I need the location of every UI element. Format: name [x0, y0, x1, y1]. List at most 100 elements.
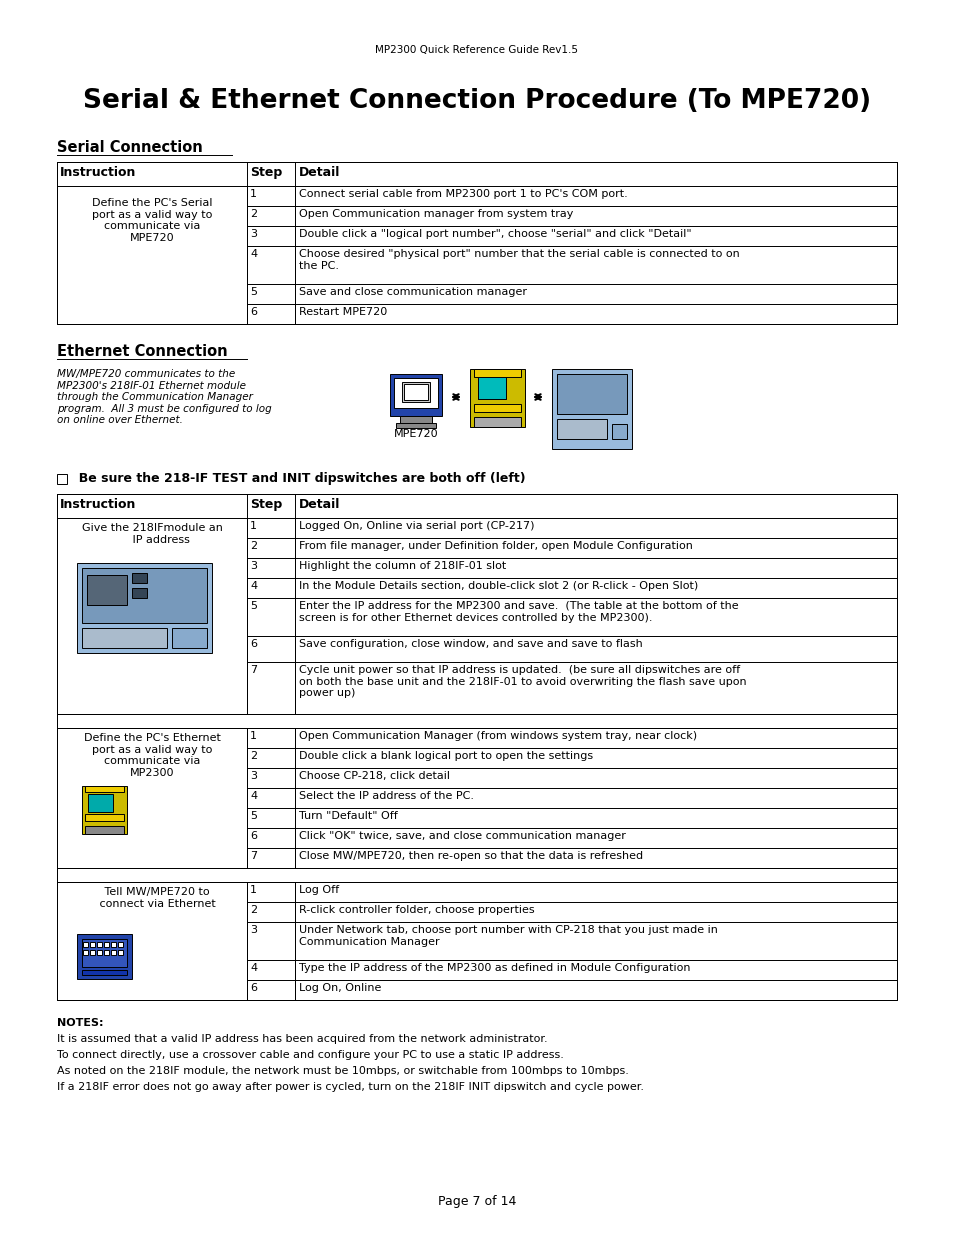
Bar	[118, 950, 123, 955]
Bar	[57, 186, 247, 324]
Bar	[399, 416, 432, 424]
Bar	[247, 304, 294, 324]
Bar	[247, 808, 294, 827]
Bar	[247, 226, 294, 246]
Text: 5: 5	[250, 601, 256, 611]
Text: Step: Step	[250, 498, 282, 511]
Bar	[247, 662, 294, 714]
Bar	[247, 768, 294, 788]
Text: 1: 1	[250, 521, 256, 531]
Bar	[612, 424, 626, 438]
Bar	[82, 969, 127, 974]
Bar	[294, 558, 896, 578]
Text: 4: 4	[250, 249, 257, 259]
Bar	[294, 538, 896, 558]
Text: 1: 1	[250, 189, 256, 199]
Text: R-click controller folder, choose properties: R-click controller folder, choose proper…	[298, 905, 534, 915]
Bar	[294, 808, 896, 827]
Text: Double click a "logical port number", choose "serial" and click "Detail": Double click a "logical port number", ch…	[298, 228, 691, 240]
Text: It is assumed that a valid IP address has been acquired from the network adminis: It is assumed that a valid IP address ha…	[57, 1034, 547, 1044]
Text: 6: 6	[250, 308, 256, 317]
Bar	[57, 714, 896, 727]
Text: Restart MPE720: Restart MPE720	[298, 308, 387, 317]
Text: Detail: Detail	[298, 498, 340, 511]
Bar	[57, 868, 896, 882]
Bar	[97, 950, 102, 955]
Bar	[294, 662, 896, 714]
Bar	[294, 882, 896, 902]
Bar	[294, 902, 896, 923]
Bar	[118, 942, 123, 947]
Bar	[477, 377, 505, 399]
Bar	[557, 419, 606, 438]
Text: Instruction: Instruction	[60, 498, 136, 511]
Bar	[294, 981, 896, 1000]
Bar	[294, 226, 896, 246]
Text: Close MW/MPE720, then re-open so that the data is refreshed: Close MW/MPE720, then re-open so that th…	[298, 851, 642, 861]
Bar	[294, 284, 896, 304]
Bar	[294, 578, 896, 598]
Bar	[77, 563, 212, 653]
Bar	[90, 950, 95, 955]
Bar	[294, 304, 896, 324]
Bar	[85, 826, 124, 834]
Bar	[57, 727, 896, 868]
Text: As noted on the 218IF module, the network must be 10mbps, or switchable from 100: As noted on the 218IF module, the networ…	[57, 1066, 628, 1076]
Text: Save configuration, close window, and save and save to flash: Save configuration, close window, and sa…	[298, 638, 642, 650]
Bar	[294, 246, 896, 284]
Bar	[294, 727, 896, 748]
Bar	[247, 538, 294, 558]
Bar	[57, 162, 896, 186]
Text: Enter the IP address for the MP2300 and save.  (The table at the bottom of the
s: Enter the IP address for the MP2300 and …	[298, 601, 738, 622]
Text: Page 7 of 14: Page 7 of 14	[437, 1195, 516, 1208]
Bar	[247, 636, 294, 662]
Bar	[104, 942, 109, 947]
Text: 3: 3	[250, 771, 256, 781]
Text: 1: 1	[250, 731, 256, 741]
Bar	[88, 794, 112, 811]
Bar	[247, 960, 294, 981]
Text: Select the IP address of the PC.: Select the IP address of the PC.	[298, 790, 474, 802]
Text: Instruction: Instruction	[60, 165, 136, 179]
Text: NOTES:: NOTES:	[57, 1018, 103, 1028]
Bar	[82, 568, 207, 622]
Text: Click "OK" twice, save, and close communication manager: Click "OK" twice, save, and close commun…	[298, 831, 625, 841]
Bar	[474, 417, 520, 427]
Bar	[395, 424, 436, 429]
Bar	[87, 576, 127, 605]
Bar	[111, 942, 116, 947]
Text: Type the IP address of the MP2300 as defined in Module Configuration: Type the IP address of the MP2300 as def…	[298, 963, 690, 973]
Text: 2: 2	[250, 541, 257, 551]
Bar	[83, 950, 88, 955]
Text: MW/MPE720 communicates to the
MP2300's 218IF-01 Ethernet module
through the Comm: MW/MPE720 communicates to the MP2300's 2…	[57, 369, 272, 425]
Bar	[82, 939, 127, 967]
Text: 4: 4	[250, 790, 257, 802]
Bar	[247, 578, 294, 598]
Bar	[247, 517, 294, 538]
Bar	[294, 923, 896, 960]
Bar	[82, 629, 167, 648]
Bar	[57, 882, 896, 1000]
Text: 2: 2	[250, 209, 257, 219]
Bar	[111, 950, 116, 955]
Bar	[247, 827, 294, 848]
Bar	[247, 848, 294, 868]
Bar	[57, 727, 247, 868]
Bar	[294, 788, 896, 808]
Bar	[85, 814, 124, 821]
Text: Double click a blank logical port to open the settings: Double click a blank logical port to ope…	[298, 751, 593, 761]
Text: Save and close communication manager: Save and close communication manager	[298, 287, 526, 296]
Text: Serial Connection: Serial Connection	[57, 140, 203, 156]
Text: Serial & Ethernet Connection Procedure (To MPE720): Serial & Ethernet Connection Procedure (…	[83, 88, 870, 114]
Bar	[85, 785, 124, 792]
Text: Open Communication Manager (from windows system tray, near clock): Open Communication Manager (from windows…	[298, 731, 697, 741]
Text: 1: 1	[250, 885, 256, 895]
Bar	[57, 474, 67, 484]
Bar	[247, 748, 294, 768]
Bar	[247, 923, 294, 960]
Text: Under Network tab, choose port number with CP-218 that you just made in
Communic: Under Network tab, choose port number wi…	[298, 925, 717, 946]
Text: From file manager, under Definition folder, open Module Configuration: From file manager, under Definition fold…	[298, 541, 692, 551]
Bar	[57, 162, 896, 324]
Bar	[477, 379, 505, 399]
Text: Define the PC's Serial
port as a valid way to
communicate via
MPE720: Define the PC's Serial port as a valid w…	[91, 198, 212, 243]
